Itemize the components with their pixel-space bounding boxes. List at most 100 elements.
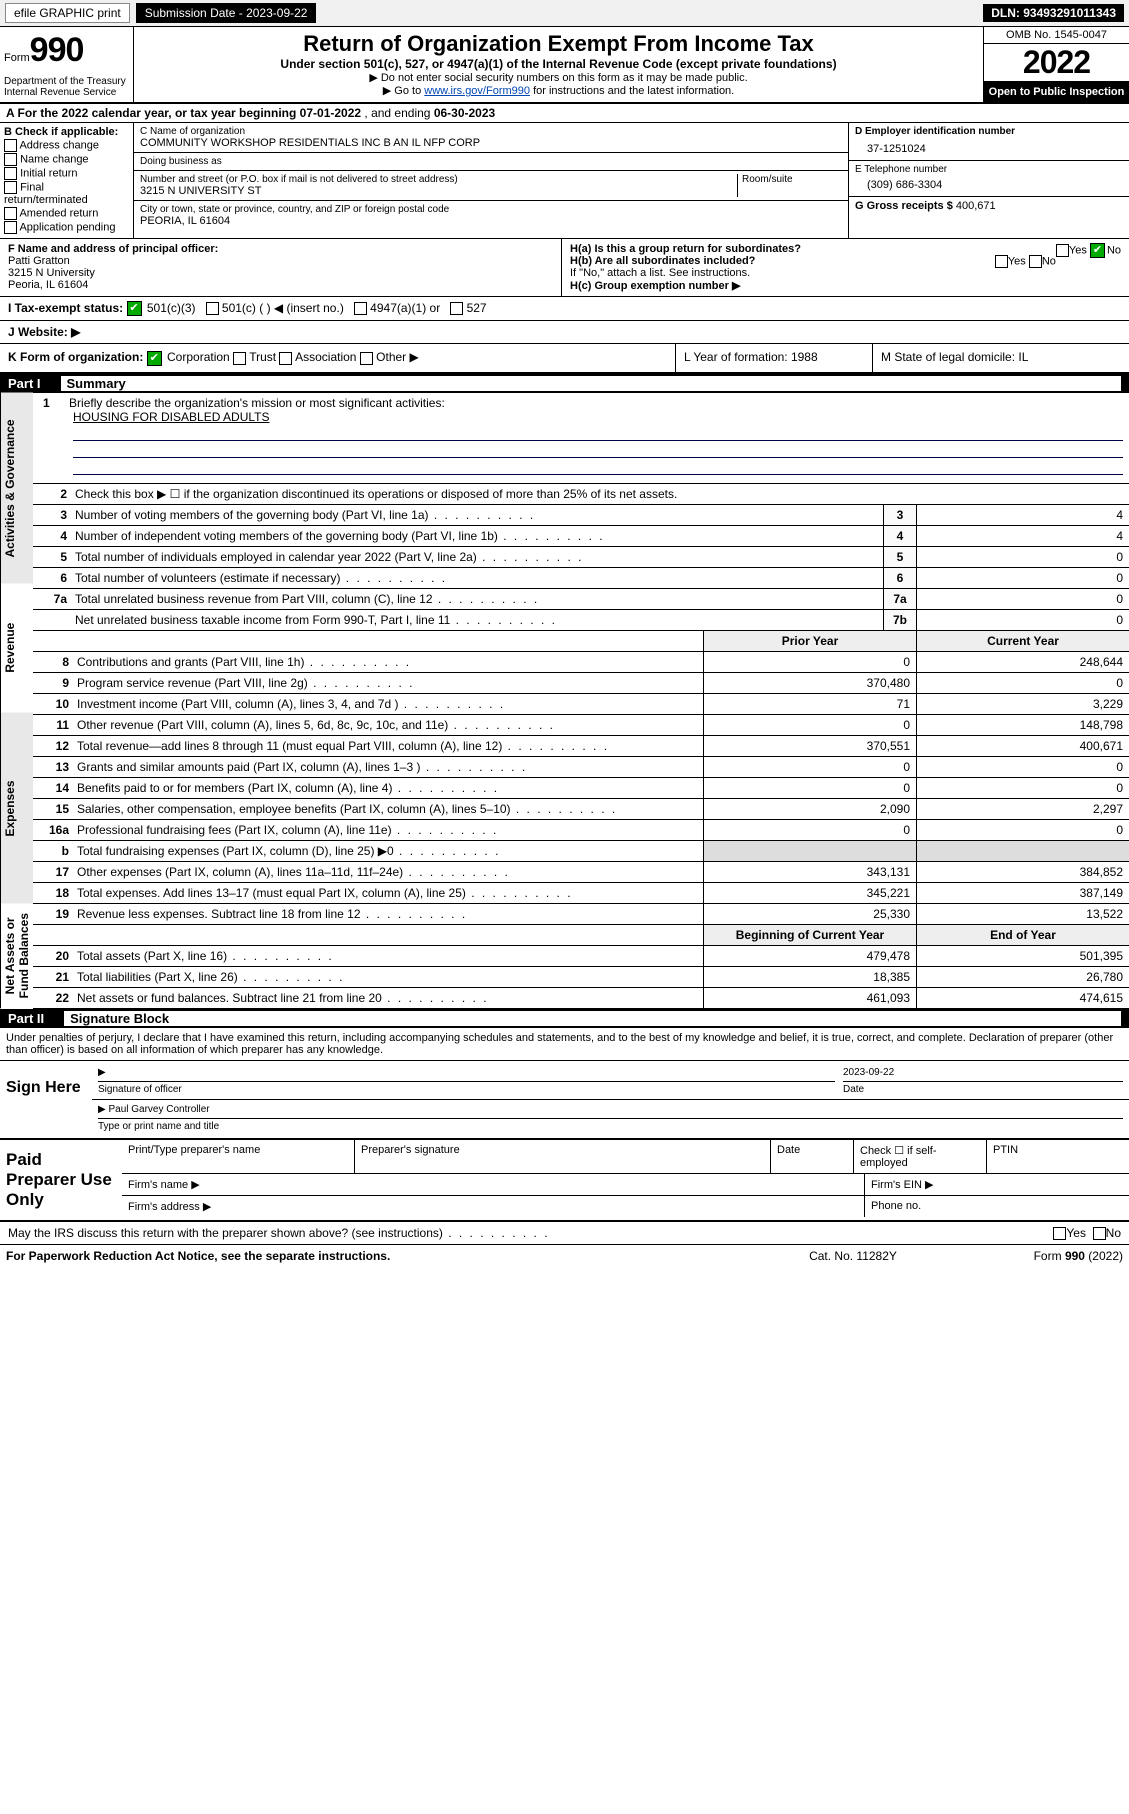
q1-text: Briefly describe the organization's miss…: [69, 396, 445, 410]
room-label: Room/suite: [742, 174, 842, 185]
declaration: Under penalties of perjury, I declare th…: [0, 1028, 1129, 1061]
form-title: Return of Organization Exempt From Incom…: [140, 31, 977, 57]
rev-row: 10Investment income (Part VIII, column (…: [33, 694, 1129, 715]
sig-row-2: ▶ Paul Garvey Controller Type or print n…: [92, 1100, 1129, 1136]
paid-section: Paid Preparer Use Only Print/Type prepar…: [0, 1140, 1129, 1222]
part2-num: Part II: [8, 1011, 64, 1026]
sig-officer-label: Signature of officer: [98, 1081, 835, 1095]
section-bcde: B Check if applicable: Address change Na…: [0, 123, 1129, 238]
dept-label: Department of the Treasury Internal Reve…: [4, 76, 129, 98]
mission-text: HOUSING FOR DISABLED ADULTS: [73, 410, 1123, 424]
irs-link[interactable]: www.irs.gov/Form990: [424, 85, 530, 97]
opt-corp: Corporation: [167, 350, 230, 364]
footer-left: For Paperwork Reduction Act Notice, see …: [6, 1249, 763, 1263]
title-column: Return of Organization Exempt From Incom…: [133, 27, 984, 102]
form-header: Form990 Department of the Treasury Inter…: [0, 27, 1129, 104]
dba-label: Doing business as: [140, 156, 842, 167]
dba-cell: Doing business as: [134, 153, 848, 171]
part1-bar: Part I Summary: [0, 374, 1129, 393]
ha-no-check[interactable]: [1090, 243, 1105, 258]
exp-row: 18Total expenses. Add lines 13–17 (must …: [33, 883, 1129, 904]
exp-row: 17Other expenses (Part IX, column (A), l…: [33, 862, 1129, 883]
pp-name-label: Print/Type preparer's name: [122, 1140, 355, 1173]
opt-other: Other ▶: [376, 350, 419, 364]
efile-link[interactable]: efile GRAPHIC print: [5, 3, 130, 23]
sig-row-1: ▶ Signature of officer 2023-09-22 Date: [92, 1063, 1129, 1100]
subtitle-1: Under section 501(c), 527, or 4947(a)(1)…: [140, 57, 977, 71]
exp-row: 13Grants and similar amounts paid (Part …: [33, 757, 1129, 778]
ha-yes: Yes: [1069, 244, 1087, 256]
check-corp[interactable]: [147, 351, 162, 366]
check-amended[interactable]: Amended return: [4, 207, 129, 220]
check-name[interactable]: Name change: [4, 153, 129, 166]
ein-value: 37-1251024: [855, 137, 1123, 157]
city-label: City or town, state or province, country…: [140, 204, 842, 215]
check-final[interactable]: Final return/terminated: [4, 181, 129, 206]
form-word: Form: [4, 52, 30, 64]
h-b-tail: If "No," attach a list. See instructions…: [570, 267, 1121, 279]
topbar: efile GRAPHIC print Submission Date - 20…: [0, 0, 1129, 27]
pp-date-label: Date: [771, 1140, 854, 1173]
part1-num: Part I: [8, 376, 61, 391]
j-label: J Website: ▶: [8, 325, 80, 339]
bal-header: Beginning of Current Year End of Year: [33, 925, 1129, 946]
check-address[interactable]: Address change: [4, 139, 129, 152]
q2-num: 2: [33, 484, 73, 504]
check-501c3[interactable]: [127, 301, 142, 316]
phone-label2: Phone no.: [865, 1196, 1129, 1217]
h-cell: H(a) Is this a group return for subordin…: [562, 239, 1129, 296]
org-name-cell: C Name of organization COMMUNITY WORKSHO…: [134, 123, 848, 153]
mission-block: 1 Briefly describe the organization's mi…: [33, 393, 1129, 483]
opt-trust: Trust: [249, 350, 276, 364]
check-initial[interactable]: Initial return: [4, 167, 129, 180]
vlabel-rev: Revenue: [0, 583, 33, 713]
subtitle-2: Do not enter social security numbers on …: [140, 71, 977, 84]
dln: DLN: 93493291011343: [983, 4, 1124, 22]
i-label: I Tax-exempt status:: [8, 301, 123, 315]
bal-row: 22Net assets or fund balances. Subtract …: [33, 988, 1129, 1009]
exp-row: 15Salaries, other compensation, employee…: [33, 799, 1129, 820]
row-a-label: A For the 2022 calendar year, or tax yea…: [6, 106, 300, 120]
name-title-label: Type or print name and title: [98, 1118, 1123, 1132]
street-value: 3215 N UNIVERSITY ST: [140, 185, 737, 197]
gross-label: G Gross receipts $: [855, 200, 953, 212]
form-number: 990: [30, 31, 84, 69]
footer-center: Cat. No. 11282Y: [763, 1249, 943, 1263]
officer-name-title: Paul Garvey Controller: [108, 1104, 209, 1115]
column-d: D Employer identification number 37-1251…: [848, 123, 1129, 238]
row-a: A For the 2022 calendar year, or tax yea…: [0, 104, 1129, 123]
gov-row: Net unrelated business taxable income fr…: [33, 610, 1129, 631]
org-name: COMMUNITY WORKSHOP RESIDENTIALS INC B AN…: [140, 137, 842, 149]
city-value: PEORIA, IL 61604: [140, 215, 842, 227]
year-begin: 07-01-2022: [300, 106, 361, 120]
row-f-h: F Name and address of principal officer:…: [0, 238, 1129, 297]
sign-here-label: Sign Here: [0, 1061, 92, 1138]
row-j: J Website: ▶: [0, 321, 1129, 344]
row-k: K Form of organization: Corporation Trus…: [0, 344, 1129, 373]
ein-label: D Employer identification number: [855, 126, 1015, 137]
opt-501c3: 501(c)(3): [147, 301, 196, 315]
k-mid: L Year of formation: 1988: [676, 344, 873, 371]
exp-row: 16aProfessional fundraising fees (Part I…: [33, 820, 1129, 841]
street-label: Number and street (or P.O. box if mail i…: [140, 174, 737, 185]
street-cell: Number and street (or P.O. box if mail i…: [134, 171, 848, 201]
opt-assoc: Association: [295, 350, 356, 364]
pp-ptin-label: PTIN: [987, 1140, 1129, 1173]
h-a: H(a) Is this a group return for subordin…: [570, 243, 801, 255]
q1-num: 1: [43, 396, 50, 410]
p1-content: 1 Briefly describe the organization's mi…: [33, 393, 1129, 1009]
gov-row: 6Total number of volunteers (estimate if…: [33, 568, 1129, 589]
paid-label: Paid Preparer Use Only: [0, 1140, 122, 1220]
part2-bar: Part II Signature Block: [0, 1009, 1129, 1028]
k-right: M State of legal domicile: IL: [873, 344, 1129, 371]
check-pending[interactable]: Application pending: [4, 221, 129, 234]
vlabel-gov: Activities & Governance: [0, 393, 33, 584]
footer-right: Form 990 (2022): [943, 1249, 1123, 1263]
rev-header: Prior Year Current Year: [33, 631, 1129, 652]
officer-cell: F Name and address of principal officer:…: [0, 239, 562, 296]
gross-cell: G Gross receipts $ 400,671: [849, 197, 1129, 215]
row-a-mid: , and ending: [364, 106, 433, 120]
footer: For Paperwork Reduction Act Notice, see …: [0, 1245, 1129, 1267]
exp-row: 14Benefits paid to or for members (Part …: [33, 778, 1129, 799]
part1-title: Summary: [61, 376, 1121, 391]
